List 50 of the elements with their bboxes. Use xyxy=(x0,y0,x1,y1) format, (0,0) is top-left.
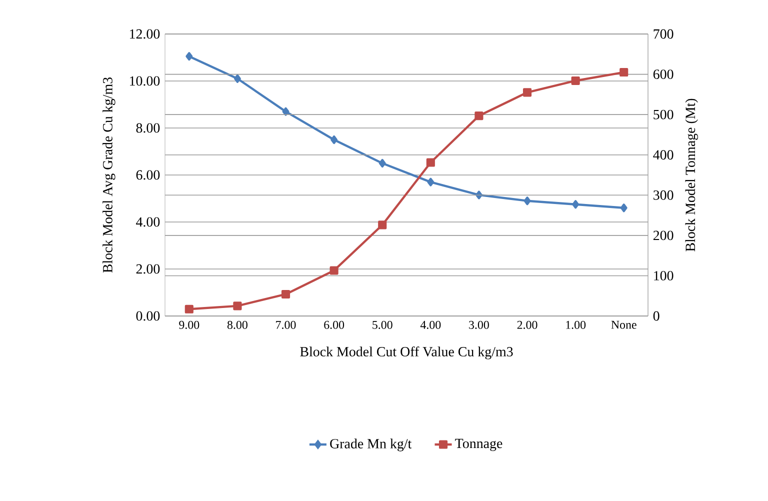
point xyxy=(475,190,482,200)
y-tick-label: 2.00 xyxy=(136,264,160,274)
point xyxy=(474,112,484,120)
legend-label: Tonnage xyxy=(455,438,502,452)
y-tick-label: 0.00 xyxy=(136,311,160,321)
point xyxy=(524,196,531,206)
point xyxy=(522,88,532,97)
point xyxy=(572,200,580,209)
x-tick-label: 5.00 xyxy=(372,320,392,329)
point xyxy=(378,220,387,230)
x-tick-label: 6.00 xyxy=(324,320,344,329)
x-tick-label: None xyxy=(611,320,636,329)
x-axis-title: Block Model Cut Off Value Cu kg/m3 xyxy=(300,346,513,360)
y2-tick-label: 700 xyxy=(654,29,674,39)
y2-tick-label: 400 xyxy=(653,150,674,160)
y2-tick-label: 0 xyxy=(653,311,660,321)
y2-tick-label: 500 xyxy=(654,110,674,120)
point xyxy=(571,76,580,86)
legend-label: Grade Mn kg/t xyxy=(330,438,412,452)
y2-tick-label: 300 xyxy=(654,190,674,200)
y-tick-label: 6.00 xyxy=(136,170,160,180)
y-axis-title: Block Model Avg Grade Cu kg/m3 xyxy=(102,77,116,273)
y2-tick-label: 200 xyxy=(653,230,674,240)
x-tick-label: 4.00 xyxy=(420,320,441,329)
point xyxy=(281,290,290,299)
y2-axis-title: Block Model Tonnage (Mt) xyxy=(685,98,698,252)
y-tick-label: 8.00 xyxy=(136,123,160,133)
point xyxy=(426,158,435,167)
x-tick-label: 1.00 xyxy=(566,320,586,329)
point xyxy=(620,68,628,77)
point xyxy=(186,52,193,61)
x-tick-label: 9.00 xyxy=(179,320,200,329)
point xyxy=(378,158,386,168)
x-tick-label: 7.00 xyxy=(276,320,296,329)
y-tick-label: 10.00 xyxy=(130,76,160,86)
y-tick-label: 12.00 xyxy=(130,29,160,39)
point xyxy=(184,304,194,314)
point xyxy=(330,135,338,144)
point xyxy=(234,74,241,83)
point xyxy=(330,266,338,275)
y-tick-label: 4.00 xyxy=(136,217,160,227)
x-tick-label: 8.00 xyxy=(227,320,248,329)
point xyxy=(233,302,242,310)
point xyxy=(282,107,290,116)
y2-tick-label: 600 xyxy=(653,70,674,79)
point xyxy=(620,204,628,212)
x-tick-label: 2.00 xyxy=(517,320,538,329)
x-tick-label: 3.00 xyxy=(469,320,489,329)
point xyxy=(427,178,434,186)
y2-tick-label: 100 xyxy=(654,271,674,280)
